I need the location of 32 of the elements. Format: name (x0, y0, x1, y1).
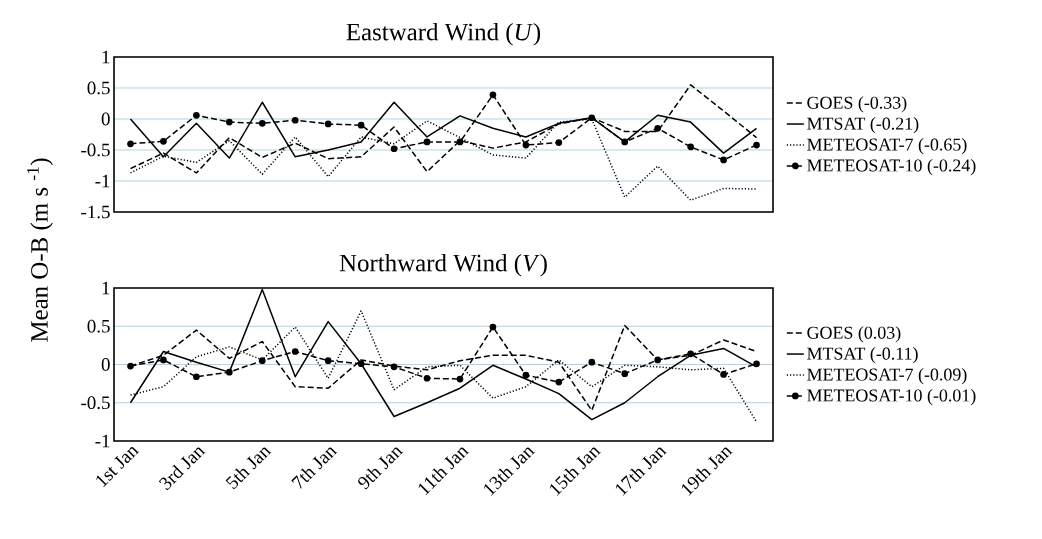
x-tick-label: 15th Jan (549, 447, 601, 496)
y-tick-label: 0 (101, 112, 110, 126)
legend-label: METEOSAT-7 (-0.65) (807, 137, 967, 155)
y-tick-label: 0.5 (87, 319, 110, 333)
chart-title: Northward Wind (V) (339, 253, 547, 277)
chart-title: Eastward Wind (U) (346, 22, 541, 46)
y-tick-label: -1 (95, 434, 110, 448)
x-tick-label: 1st Jan (96, 447, 140, 488)
y-tick-label: 0 (101, 358, 110, 371)
x-tick-label: 3rd Jan (158, 447, 206, 491)
y-tick-label: 0.5 (87, 81, 110, 95)
x-tick-label: 11th Jan (418, 447, 470, 496)
legend-label: MTSAT (-0.21) (807, 117, 919, 134)
legend-label: METEOSAT-7 (-0.09) (807, 367, 967, 385)
x-tick-label: 7th Jan (291, 447, 338, 489)
y-tick-label: 1 (102, 281, 110, 295)
legend-label: MTSAT (-0.11) (807, 347, 918, 364)
y-tick-label: -1.5 (81, 205, 110, 219)
y-tick-label: -0.5 (81, 143, 110, 157)
legend-label: METEOSAT-10 (-0.24) (807, 158, 976, 176)
x-tick-label: 19th Jan (681, 447, 733, 496)
legend-label: METEOSAT-10 (-0.01) (807, 388, 976, 406)
legend-label: GOES (-0.33) (807, 96, 907, 113)
y-tick-label: -0.5 (81, 396, 110, 410)
x-tick-label: 13th Jan (484, 447, 535, 496)
x-tick-label: 9th Jan (358, 447, 404, 490)
x-tick-label: 17th Jan (615, 447, 667, 496)
y-tick-label: -1 (95, 174, 110, 188)
x-tick-label: 5th Jan (225, 447, 272, 490)
y-axis-title: Mean O-B (m s $^{-1}$) (27, 158, 53, 342)
legend-label: GOES (0.03) (807, 326, 901, 343)
y-tick-label: 1 (102, 50, 110, 64)
